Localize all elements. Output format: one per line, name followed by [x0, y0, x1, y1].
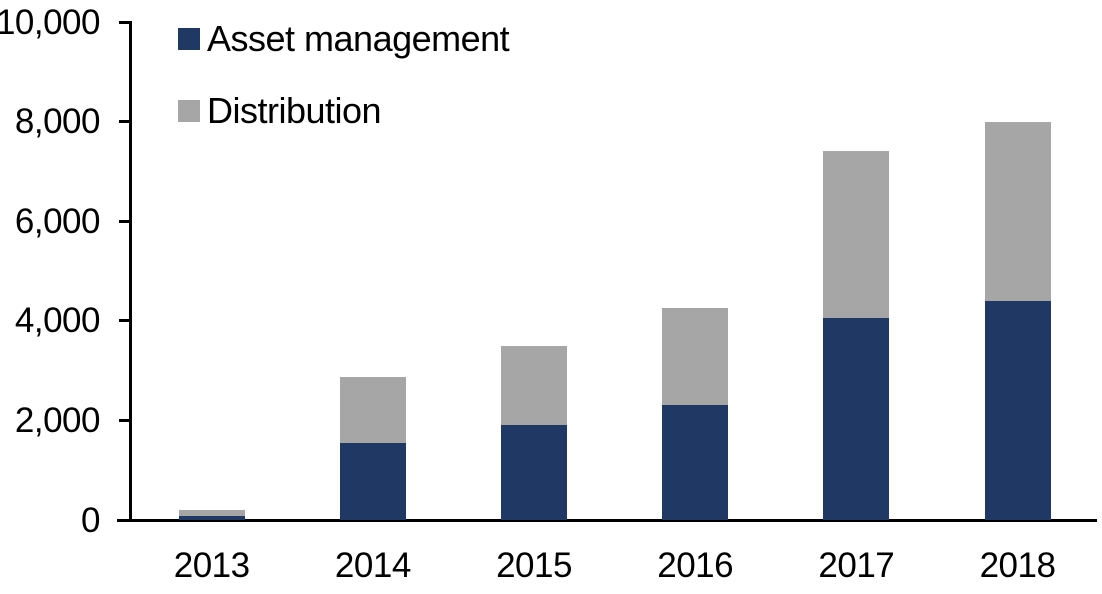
y-axis-tick-label: 4,000 — [14, 301, 101, 341]
y-axis-tick-label: 2,000 — [14, 400, 101, 440]
bar-segment-asset-management-2015 — [501, 425, 568, 520]
legend-label-asset-management: Asset management — [207, 18, 510, 59]
legend: Asset management Distribution — [178, 17, 510, 133]
x-axis-label-2013: 2013 — [173, 546, 250, 585]
y-axis-tick — [119, 120, 132, 124]
legend-swatch-asset-management-icon — [178, 28, 200, 50]
x-axis-label-2018: 2018 — [979, 546, 1056, 585]
y-axis-line — [129, 22, 132, 522]
legend-item-asset-management: Asset management — [178, 17, 510, 61]
bar-segment-asset-management-2017 — [823, 318, 890, 520]
bar-segment-distribution-2017 — [823, 151, 890, 319]
x-axis-label-2014: 2014 — [334, 546, 411, 585]
legend-item-distribution: Distribution — [178, 89, 509, 133]
y-axis-tick — [119, 20, 132, 24]
y-axis-tick — [119, 518, 132, 522]
x-axis-label-2016: 2016 — [657, 546, 734, 585]
y-axis-tick-label: 0 — [81, 500, 100, 540]
legend-label-distribution: Distribution — [207, 90, 382, 131]
y-axis-tick — [119, 418, 132, 422]
legend-swatch-distribution-icon — [178, 100, 200, 122]
x-axis-line — [117, 519, 1097, 522]
bar-segment-distribution-2013 — [178, 510, 245, 516]
y-axis-tick — [119, 219, 132, 223]
bar-segment-distribution-2014 — [339, 376, 406, 443]
bar-segment-distribution-2018 — [984, 121, 1051, 301]
x-axis-label-2017: 2017 — [818, 546, 895, 585]
y-axis-tick-label: 8,000 — [14, 102, 101, 142]
y-axis-tick-label: 6,000 — [14, 201, 101, 241]
bar-segment-distribution-2016 — [662, 308, 729, 406]
y-axis-tick — [119, 319, 132, 323]
bar-segment-asset-management-2013 — [178, 515, 245, 520]
bar-segment-asset-management-2014 — [339, 442, 406, 520]
x-axis-label-2015: 2015 — [496, 546, 572, 585]
bar-segment-asset-management-2016 — [662, 405, 729, 520]
bar-segment-distribution-2015 — [501, 345, 568, 426]
y-axis-tick-label: 10,000 — [0, 2, 101, 42]
bar-segment-asset-management-2018 — [984, 300, 1051, 520]
